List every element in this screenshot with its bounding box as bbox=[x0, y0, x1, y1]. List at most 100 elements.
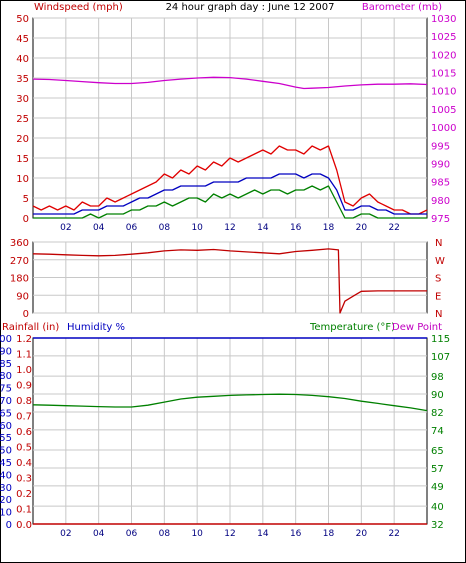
x-tick-label: 22 bbox=[388, 529, 399, 539]
dewpoint-axis-label: Dew Point bbox=[392, 322, 442, 333]
temperature-tick-label: 40 bbox=[431, 502, 444, 513]
compass-tick-label: N bbox=[435, 309, 442, 320]
x-tick-label: 06 bbox=[126, 223, 138, 233]
rainfall-tick-label: 0.1 bbox=[16, 505, 32, 516]
rainfall-tick-label: 0.5 bbox=[16, 443, 32, 454]
barometer-tick-label: 995 bbox=[431, 141, 450, 152]
windspeed-tick-label: 20 bbox=[16, 134, 29, 145]
direction-tick-label: 180 bbox=[10, 274, 29, 285]
humidity-tick-label: 65 bbox=[0, 408, 12, 419]
barometer-tick-label: 1005 bbox=[431, 105, 456, 116]
rainfall-tick-label: 1.2 bbox=[16, 334, 32, 345]
temperature-tick-label: 82 bbox=[431, 408, 444, 419]
x-tick-label: 12 bbox=[224, 529, 235, 539]
wind-min-line bbox=[33, 185, 427, 219]
x-tick-label: 18 bbox=[323, 223, 335, 233]
wind-direction-line bbox=[32, 248, 427, 314]
humidity-tick-label: 20 bbox=[0, 495, 12, 506]
temperature-tick-label: 98 bbox=[431, 372, 444, 383]
humidity-tick-label: 40 bbox=[0, 470, 12, 481]
barometer-tick-label: 1020 bbox=[431, 50, 456, 61]
compass-tick-label: N bbox=[435, 238, 442, 249]
barometer-tick-label: 990 bbox=[431, 159, 450, 170]
temperature-tick-label: 107 bbox=[431, 352, 450, 363]
x-tick-label: 06 bbox=[126, 529, 138, 539]
compass-tick-label: E bbox=[435, 291, 441, 302]
windspeed-tick-label: 35 bbox=[16, 74, 29, 85]
temperature-tick-label: 74 bbox=[431, 426, 444, 437]
x-tick-label: 22 bbox=[388, 223, 399, 233]
humidity-tick-label: 70 bbox=[0, 396, 12, 407]
rainfall-tick-label: 0.9 bbox=[16, 381, 32, 392]
rainfall-tick-label: 1.1 bbox=[16, 350, 32, 361]
compass-tick-label: W bbox=[435, 256, 445, 267]
barometer-tick-label: 1030 bbox=[431, 14, 456, 25]
temperature-line bbox=[32, 393, 428, 412]
rainfall-tick-label: 0.7 bbox=[16, 412, 32, 423]
humidity-tick-label: 85 bbox=[0, 359, 12, 370]
windspeed-axis-label: Windspeed (mph) bbox=[34, 2, 123, 13]
direction-tick-label: 270 bbox=[10, 256, 29, 267]
temperature-tick-label: 32 bbox=[431, 520, 444, 531]
x-tick-label: 20 bbox=[356, 529, 368, 539]
windspeed-tick-label: 40 bbox=[16, 54, 29, 65]
barometer-tick-label: 975 bbox=[431, 214, 450, 225]
temperature-tick-label: 65 bbox=[431, 446, 444, 457]
x-tick-label: 14 bbox=[257, 223, 269, 233]
temperature-tick-label: 49 bbox=[431, 482, 444, 493]
windspeed-tick-label: 0 bbox=[23, 214, 29, 225]
wind-avg-line bbox=[33, 173, 427, 215]
humidity-tick-label: 0 bbox=[6, 520, 12, 531]
rainfall-tick-label: 0.6 bbox=[16, 427, 32, 438]
barometer-tick-label: 1015 bbox=[431, 69, 456, 80]
x-tick-label: 14 bbox=[257, 529, 269, 539]
barometer-axis-label: Barometer (mb) bbox=[362, 2, 442, 13]
humidity-tick-label: 75 bbox=[0, 384, 12, 395]
x-tick-label: 08 bbox=[159, 223, 171, 233]
humidity-tick-label: 90 bbox=[0, 346, 12, 357]
barometer-tick-label: 1000 bbox=[431, 123, 456, 134]
windspeed-tick-label: 10 bbox=[16, 174, 29, 185]
x-tick-label: 04 bbox=[93, 529, 105, 539]
x-tick-label: 18 bbox=[323, 529, 335, 539]
temperature-tick-label: 115 bbox=[431, 334, 450, 345]
rainfall-axis-label: Rainfall (in) bbox=[2, 322, 59, 333]
compass-tick-label: S bbox=[435, 274, 441, 285]
rainfall-tick-label: 0.0 bbox=[16, 520, 32, 531]
x-tick-label: 16 bbox=[290, 223, 302, 233]
windspeed-tick-label: 15 bbox=[16, 154, 29, 165]
windspeed-tick-label: 50 bbox=[16, 14, 29, 25]
humidity-tick-label: 100 bbox=[0, 334, 12, 345]
barometer-tick-label: 980 bbox=[431, 196, 450, 207]
direction-tick-label: 360 bbox=[10, 238, 29, 249]
x-tick-label: 04 bbox=[93, 223, 105, 233]
x-tick-label: 08 bbox=[159, 529, 171, 539]
rainfall-tick-label: 0.2 bbox=[16, 489, 32, 500]
x-tick-label: 12 bbox=[224, 223, 235, 233]
barometer-line bbox=[32, 76, 428, 90]
barometer-tick-label: 1025 bbox=[431, 32, 456, 43]
humidity-tick-label: 60 bbox=[0, 421, 12, 432]
x-tick-label: 20 bbox=[356, 223, 368, 233]
humidity-tick-label: 10 bbox=[0, 508, 12, 519]
windspeed-tick-label: 25 bbox=[16, 114, 29, 125]
graph-title: 24 hour graph day : June 12 2007 bbox=[166, 2, 335, 13]
temperature-tick-label: 57 bbox=[431, 464, 444, 475]
wind-gust-line bbox=[32, 145, 428, 215]
direction-tick-label: 0 bbox=[23, 309, 29, 320]
humidity-tick-label: 80 bbox=[0, 371, 12, 382]
wind-barometer-panel: 02 04 06 08 10 12 14 16 18 20 22051015202530354045… bbox=[16, 14, 456, 233]
humidity-axis-label: Humidity % bbox=[67, 322, 125, 333]
windspeed-tick-label: 5 bbox=[23, 194, 29, 205]
x-tick-label: 10 bbox=[191, 223, 203, 233]
barometer-tick-label: 985 bbox=[431, 178, 450, 189]
x-tick-label: 02 bbox=[60, 223, 71, 233]
rainfall-tick-label: 0.8 bbox=[16, 396, 32, 407]
direction-tick-label: 90 bbox=[16, 291, 29, 302]
humidity-tick-label: 50 bbox=[0, 446, 12, 457]
barometer-tick-label: 1010 bbox=[431, 87, 456, 98]
humidity-tick-label: 55 bbox=[0, 433, 12, 444]
rainfall-tick-label: 1.0 bbox=[16, 365, 32, 376]
